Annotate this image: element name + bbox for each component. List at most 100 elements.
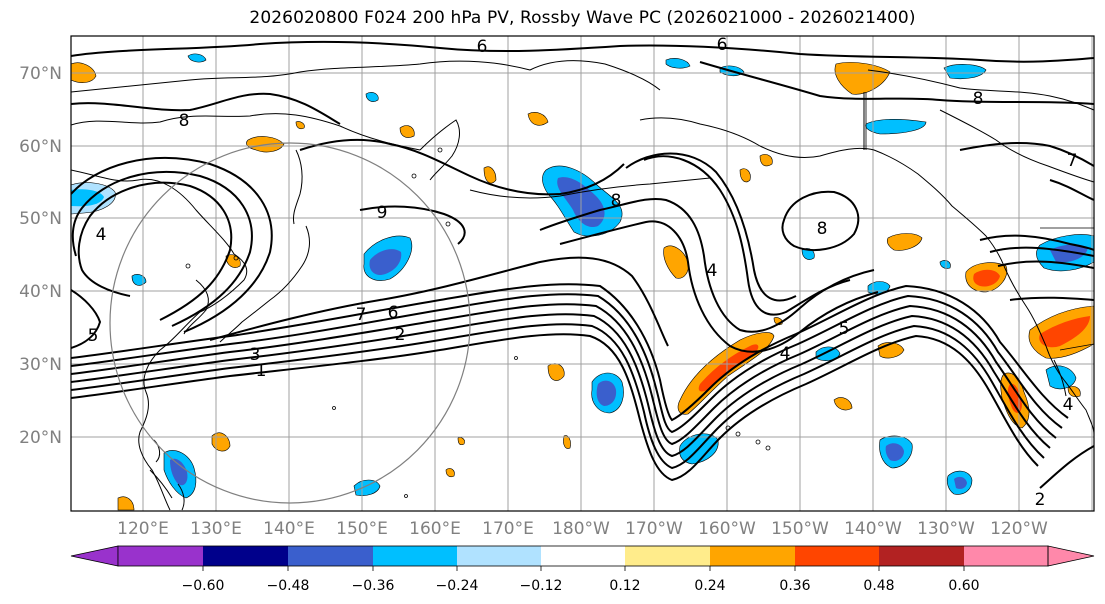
pv-contour-3 [71, 313, 1051, 458]
lon-label-130w: 130°W [917, 519, 975, 539]
lon-label-160w: 160°W [698, 519, 756, 539]
contour-label-8: 8 [973, 89, 984, 109]
colorbar-tick-060: 0.60 [948, 578, 979, 594]
colorbar-tick-neg024: −0.24 [436, 578, 479, 594]
pv-contour-trough [539, 197, 875, 333]
lon-label-140e: 140°E [263, 519, 315, 539]
pv-contour-arctic-2 [71, 61, 1094, 125]
contour-label-8-loop: 8 [817, 219, 828, 239]
pv-contour-8-loop [781, 190, 860, 251]
colorbar-bin-9 [795, 546, 879, 566]
colorbar-tick-024: 0.24 [694, 578, 725, 594]
colorbar-tick-048: 0.48 [863, 578, 894, 594]
colorbar: −0.60 −0.48 −0.36 −0.24 −0.12 0.12 0.24 … [70, 545, 1095, 594]
lon-label-140w: 140°W [844, 519, 902, 539]
pv-contour-2 [71, 323, 1045, 470]
colorbar-bin-1 [118, 546, 203, 566]
contour-label-6: 6 [388, 303, 399, 323]
pv-contour-west-edge [71, 289, 102, 349]
contour-label-7-east: 7 [1067, 151, 1078, 171]
colorbar-bin-7 [625, 546, 710, 566]
lon-label-150w: 150°W [771, 519, 829, 539]
contour-label-7: 7 [356, 305, 367, 325]
lon-label-120w: 120°W [990, 519, 1048, 539]
coastline-aleutians [469, 177, 711, 199]
colorbar-over-extension [1047, 545, 1095, 567]
coastline-baja [1053, 359, 1067, 397]
pv-contour-4 [71, 303, 1057, 446]
lon-label-150e: 150°E [336, 519, 388, 539]
colorbar-frame [117, 545, 1049, 567]
pv-contour-6 [71, 283, 1069, 422]
colorbar-tick-neg060: −0.60 [182, 578, 225, 594]
contour-label-9: 9 [377, 203, 388, 223]
colorbar-tick-neg048: −0.48 [267, 578, 310, 594]
colorbar-bin-11 [964, 546, 1048, 566]
coastline-north-america-west [1003, 265, 1094, 435]
pv-contour-9 [359, 205, 466, 245]
lon-label-170e: 170°E [482, 519, 534, 539]
lat-label-60n: 60°N [19, 137, 62, 157]
coastline-japan [219, 225, 310, 343]
contour-label-4-trough: 4 [707, 261, 718, 281]
contour-label-2-east: 2 [1035, 490, 1046, 510]
lat-label-30n: 30°N [19, 355, 62, 375]
coastline-canada [863, 69, 1094, 183]
contour-label-3: 3 [250, 345, 261, 365]
lat-label-70n: 70°N [19, 64, 62, 84]
colorbar-under-extension [70, 545, 119, 567]
contour-label-6-north-2: 6 [717, 35, 728, 55]
contour-label-4-east: 4 [1063, 395, 1074, 415]
pv-contours [71, 40, 1094, 489]
coastline-sakhalin [293, 149, 303, 225]
pv-contour-7 [209, 256, 669, 347]
lat-label-40n: 40°N [19, 282, 62, 302]
contour-label-4-mid: 4 [780, 344, 791, 364]
pv-contour-trough-3 [643, 155, 851, 316]
pv-contour-arctic [71, 40, 1094, 63]
coastline-korea [183, 279, 209, 335]
colorbar-bin-8 [710, 546, 795, 566]
pv-contour-east-pacific [979, 234, 1094, 269]
lat-label-50n: 50°N [19, 209, 62, 229]
coastline-kamchatka [419, 119, 460, 181]
islands [185, 147, 771, 498]
contour-labels: 1 2 3 4 5 6 7 8 9 2 4 4 5 7 6 6 8 8 8 4 [88, 35, 1078, 510]
contour-label-8-west: 8 [179, 111, 190, 131]
positive-anomaly-patches [71, 62, 1094, 511]
pv-contour-8-north [299, 138, 625, 196]
coastline-philippines [149, 469, 185, 511]
contour-label-6-north: 6 [477, 37, 488, 57]
colorbar-bin-2 [203, 546, 288, 566]
contour-label-1: 1 [256, 361, 267, 381]
pv-contour-trough-4 [625, 152, 797, 302]
colorbar-tick-neg036: −0.36 [352, 578, 395, 594]
lon-label-120e: 120°E [117, 519, 169, 539]
colorbar-bin-10 [879, 546, 964, 566]
map-panel: 1 2 3 4 5 6 7 8 9 2 4 4 5 7 6 6 8 8 8 4 [71, 35, 1094, 511]
pv-contour-5-ridge [71, 157, 273, 333]
pv-contour-trough-2 [559, 220, 879, 353]
contour-label-4: 4 [96, 225, 107, 245]
contour-label-5-mid: 5 [839, 319, 850, 339]
latitude-labels: 70°N 60°N 50°N 40°N 30°N 20°N [19, 64, 62, 448]
colorbar-tick-neg012: −0.12 [520, 578, 563, 594]
lon-label-130e: 130°E [190, 519, 242, 539]
coastline-asia [71, 60, 661, 511]
negative-anomaly-patches [71, 53, 1094, 499]
lat-label-20n: 20°N [19, 428, 62, 448]
contour-label-2: 2 [395, 325, 406, 345]
map-frame [70, 35, 1095, 512]
pv-contour-5 [71, 293, 1063, 434]
border-us-mexico [1059, 343, 1094, 351]
graticule [71, 36, 1094, 511]
colorbar-bin-3 [288, 546, 373, 566]
coastlines [71, 60, 1094, 511]
pv-contour-1 [71, 333, 1039, 482]
coastline-alaska [639, 117, 1005, 267]
colorbar-tick-036: 0.36 [779, 578, 810, 594]
colorbar-tick-012: 0.12 [609, 578, 640, 594]
contour-label-5: 5 [88, 326, 99, 346]
reference-circle [109, 142, 471, 504]
